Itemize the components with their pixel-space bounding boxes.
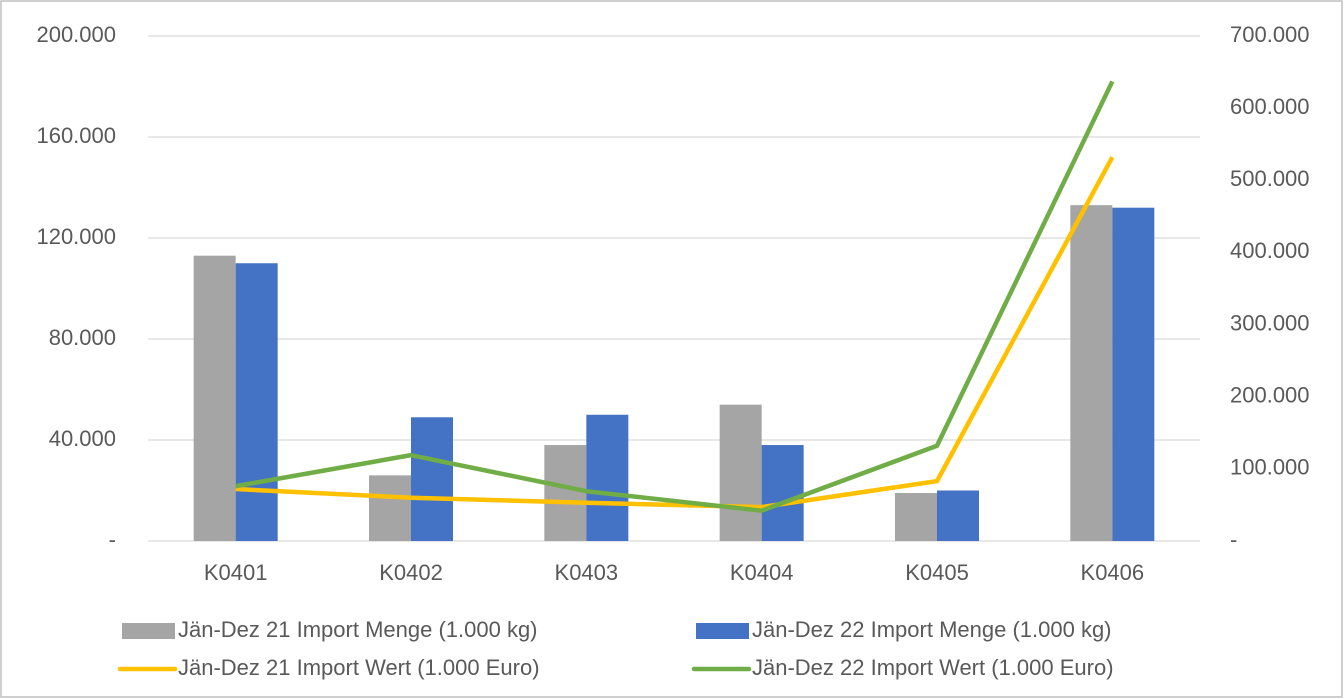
y-tick-label: 120.000 — [36, 224, 116, 249]
bar — [761, 445, 804, 541]
y2-tick-label: 600.000 — [1230, 94, 1310, 119]
y-tick-label: 80.000 — [49, 325, 116, 350]
x-tick-label: K0404 — [730, 560, 794, 585]
bar — [895, 493, 937, 541]
y2-tick-label: 100.000 — [1230, 455, 1310, 480]
y2-tick-label: - — [1230, 527, 1237, 552]
y2-tick-label: 300.000 — [1230, 310, 1310, 335]
y2-tick-label: 500.000 — [1230, 166, 1310, 191]
y-tick-label: - — [109, 527, 116, 552]
y2-tick-label: 200.000 — [1230, 383, 1310, 408]
legend-label: Jän-Dez 22 Import Menge (1.000 kg) — [752, 617, 1112, 642]
legend-swatch — [696, 623, 749, 639]
x-tick-label: K0402 — [379, 560, 443, 585]
bar — [1070, 205, 1113, 542]
bar — [544, 445, 587, 541]
bar — [193, 255, 236, 542]
bar — [235, 263, 278, 541]
bar — [937, 490, 979, 541]
y-tick-label: 200.000 — [36, 22, 116, 47]
legend-label: Jän-Dez 22 Import Wert (1.000 Euro) — [752, 655, 1114, 680]
bar — [1112, 207, 1155, 541]
legend-swatch — [122, 623, 175, 639]
bar — [719, 404, 762, 541]
line-series — [235, 156, 1115, 510]
x-tick-label: K0406 — [1081, 560, 1145, 585]
line-series — [235, 80, 1115, 513]
bar — [369, 475, 411, 541]
y2-tick-label: 700.000 — [1230, 22, 1310, 47]
y-tick-label: 160.000 — [36, 123, 116, 148]
y-tick-label: 40.000 — [49, 426, 116, 451]
bar — [586, 414, 629, 541]
legend-label: Jän-Dez 21 Import Menge (1.000 kg) — [178, 617, 538, 642]
legend-label: Jän-Dez 21 Import Wert (1.000 Euro) — [178, 655, 540, 680]
bar — [411, 417, 453, 541]
x-tick-label: K0405 — [905, 560, 969, 585]
y2-tick-label: 400.000 — [1230, 238, 1310, 263]
x-tick-label: K0403 — [555, 560, 619, 585]
x-tick-label: K0401 — [204, 560, 268, 585]
